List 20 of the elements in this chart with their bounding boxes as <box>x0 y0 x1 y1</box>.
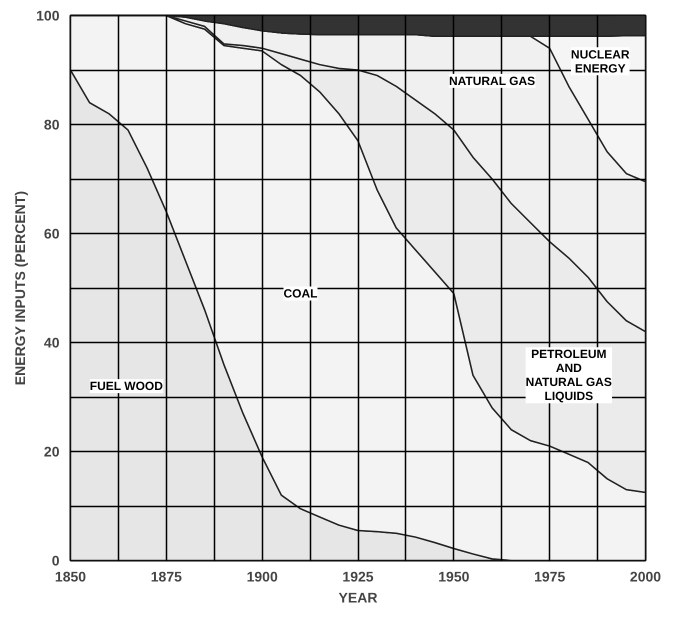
y-tick-label: 60 <box>44 226 60 242</box>
x-tick-label: 1850 <box>54 568 86 584</box>
y-axis-title: ENERGY INPUTS (PERCENT) <box>12 191 28 386</box>
y-tick-label: 80 <box>44 116 60 132</box>
y-tick-label: 40 <box>44 334 60 350</box>
series-label: NUCLEAR ENERGY <box>570 47 630 76</box>
y-tick-label: 100 <box>36 8 60 24</box>
x-tick-label: 1900 <box>246 568 278 584</box>
x-tick-label: 1950 <box>438 568 470 584</box>
x-tick-label: 1875 <box>150 568 182 584</box>
series-label: FUEL WOOD <box>90 379 164 394</box>
series-label: PETROLEUM AND NATURAL GAS LIQUIDS <box>526 347 612 404</box>
x-tick-label: 1975 <box>534 568 566 584</box>
x-tick-label: 1925 <box>342 568 374 584</box>
y-tick-label: 0 <box>52 552 60 568</box>
x-tick-label: 2000 <box>630 568 662 584</box>
y-tick-label: 20 <box>44 444 60 460</box>
series-label: NATURAL GAS <box>448 74 536 88</box>
x-axis-title: YEAR <box>338 590 378 606</box>
series-label: COAL <box>284 286 318 300</box>
